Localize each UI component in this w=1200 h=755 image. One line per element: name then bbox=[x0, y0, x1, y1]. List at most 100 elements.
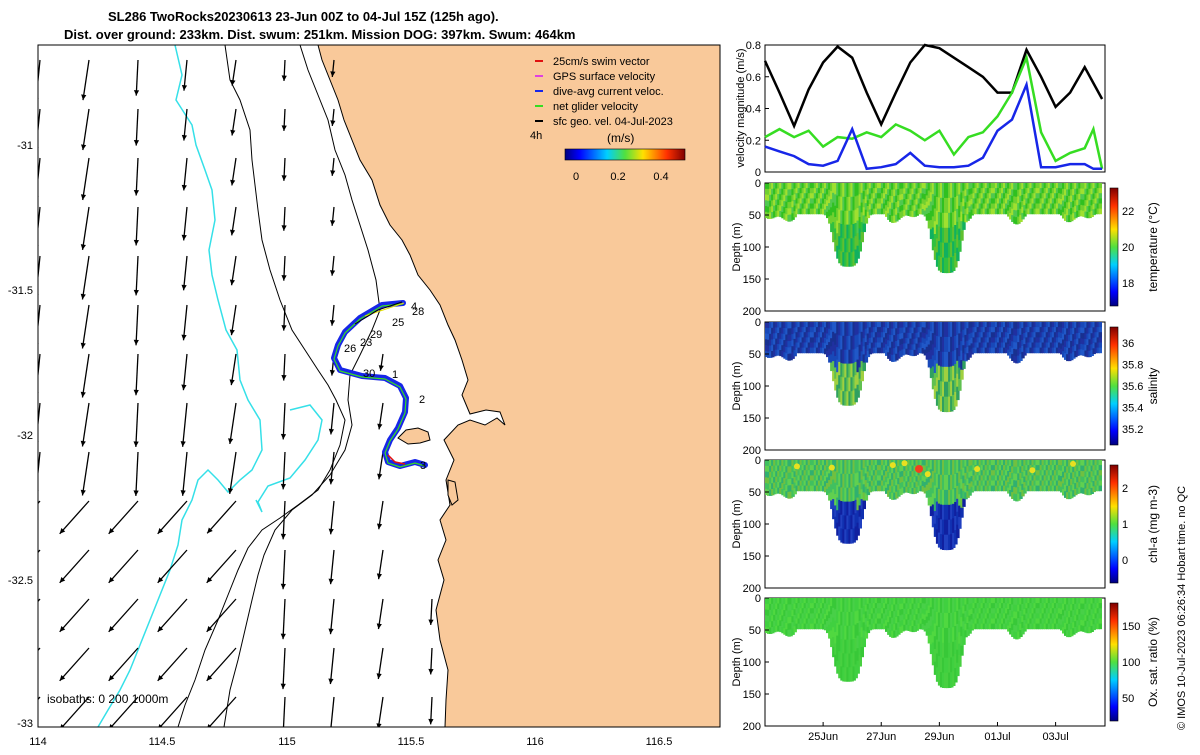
profile-cell bbox=[803, 183, 807, 189]
profile-cell bbox=[1082, 625, 1086, 632]
profile-cell bbox=[824, 465, 828, 472]
profile-cell bbox=[1098, 208, 1102, 215]
profile-cell bbox=[856, 648, 860, 662]
profile-cell bbox=[1007, 194, 1011, 200]
profile-cell bbox=[980, 193, 984, 199]
profile-cell bbox=[925, 353, 930, 360]
profile-cell bbox=[921, 486, 925, 492]
profile-cell bbox=[783, 201, 787, 208]
profile-cell bbox=[1025, 188, 1029, 194]
profile-cell bbox=[935, 322, 940, 337]
profile-cell bbox=[793, 327, 797, 334]
profile-cell bbox=[950, 197, 954, 214]
profile-cell bbox=[1068, 479, 1072, 487]
profile-cell bbox=[913, 620, 917, 627]
profile-cell bbox=[1047, 608, 1052, 614]
profile-cell bbox=[903, 322, 907, 328]
profile-cell bbox=[952, 394, 956, 410]
profile-cell bbox=[982, 188, 987, 194]
legend-entry: sfc geo. vel. 04-Jul-2023 bbox=[553, 116, 673, 128]
profile-cell bbox=[836, 384, 840, 398]
profile-cell bbox=[1025, 470, 1029, 476]
profile-cell bbox=[805, 203, 810, 210]
chl-max bbox=[915, 464, 924, 473]
profile-cell bbox=[917, 322, 921, 328]
profile-cell bbox=[919, 347, 923, 354]
profile-cell bbox=[791, 490, 795, 497]
depth-tick: 100 bbox=[743, 381, 761, 393]
profile-cell bbox=[878, 193, 883, 199]
profile-cell bbox=[1023, 183, 1027, 189]
profile-cell bbox=[954, 183, 958, 198]
velocity-arrow bbox=[81, 304, 90, 349]
profile-cell bbox=[1090, 327, 1094, 334]
profile-cell bbox=[972, 623, 976, 630]
profile-cell bbox=[1051, 347, 1056, 354]
profile-cell bbox=[1041, 193, 1045, 199]
profile-cell bbox=[984, 332, 989, 338]
profile-cell bbox=[785, 334, 789, 342]
profile-cell bbox=[952, 197, 956, 213]
profile-cell bbox=[1082, 460, 1086, 467]
profile-cell bbox=[1078, 199, 1082, 206]
profile-cell bbox=[1053, 608, 1058, 614]
profile-cell bbox=[817, 480, 822, 487]
profile-cell bbox=[1074, 322, 1078, 329]
profile-cell bbox=[1021, 483, 1025, 491]
profile-cell bbox=[828, 460, 832, 468]
profile-cell bbox=[889, 183, 893, 190]
profile-cell bbox=[779, 598, 783, 605]
profile-cell bbox=[952, 518, 956, 534]
velocity-arrowhead bbox=[60, 724, 65, 727]
profile-cell bbox=[819, 332, 824, 338]
profile-cell bbox=[994, 480, 999, 487]
profile-cell bbox=[1055, 347, 1060, 354]
profile-cell bbox=[797, 603, 801, 609]
profile-cell bbox=[911, 465, 915, 472]
profile-cell bbox=[976, 485, 980, 492]
profile-cell bbox=[992, 337, 997, 343]
profile-cell bbox=[1084, 350, 1088, 357]
profile-cell bbox=[809, 485, 814, 492]
profile-cell bbox=[1025, 480, 1029, 487]
profile-cell bbox=[1009, 201, 1013, 208]
profile-cell bbox=[1053, 598, 1058, 604]
profile-cell bbox=[858, 482, 862, 495]
profile-cell bbox=[990, 193, 995, 199]
profile-cell bbox=[783, 328, 787, 335]
profile-cell bbox=[1017, 322, 1021, 330]
profile-cell bbox=[931, 504, 936, 517]
profile-cell bbox=[1027, 183, 1031, 189]
profile-cell bbox=[1035, 485, 1039, 492]
profile-cell bbox=[996, 208, 1001, 215]
velocity-arrowhead bbox=[330, 220, 336, 226]
profile-cell bbox=[1035, 475, 1039, 481]
profile-cell bbox=[956, 334, 960, 349]
depth-tick: 0 bbox=[755, 593, 761, 605]
profile-cell bbox=[787, 491, 791, 499]
profile-cell bbox=[891, 328, 895, 336]
profile-cell bbox=[866, 615, 871, 622]
profile-cell bbox=[1090, 199, 1094, 206]
legend-age: 4h bbox=[530, 130, 542, 142]
profile-cell bbox=[970, 338, 974, 344]
profile-cell bbox=[921, 348, 925, 354]
profile-cell bbox=[801, 327, 805, 333]
profile-cell bbox=[771, 200, 775, 207]
profile-cell bbox=[832, 598, 836, 609]
profile-cell bbox=[791, 472, 795, 479]
profile-cell bbox=[937, 598, 942, 613]
profile-cell bbox=[1072, 604, 1076, 611]
profile-cell bbox=[935, 210, 940, 226]
profile-cell bbox=[1027, 337, 1031, 343]
profile-cell bbox=[1047, 322, 1052, 328]
profile-cell bbox=[874, 465, 879, 471]
profile-cell bbox=[1019, 598, 1023, 605]
profile-cell bbox=[775, 338, 779, 345]
profile-cell bbox=[1072, 472, 1076, 479]
profile-cell bbox=[789, 189, 793, 197]
profile-cell bbox=[1017, 216, 1021, 224]
profile-cell bbox=[844, 598, 848, 613]
profile-cell bbox=[785, 347, 789, 354]
profile-cell bbox=[807, 208, 812, 215]
